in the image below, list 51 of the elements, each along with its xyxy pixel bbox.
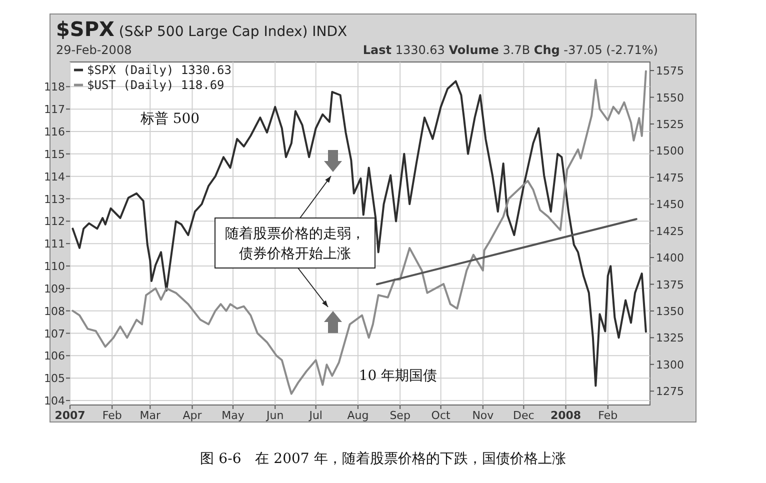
y-tick-label: 112 [44, 215, 65, 228]
x-tick-label: 2007 [54, 409, 86, 422]
y-tick-label: 116 [44, 125, 65, 138]
y-tick-label: 117 [44, 103, 65, 116]
x-tick-label: Nov [472, 409, 494, 422]
x-tick-label: Mar [140, 409, 161, 422]
y2-tick-label: 1575 [656, 64, 684, 78]
y2-tick-label: 1525 [656, 118, 684, 131]
x-tick-label: Apr [182, 409, 202, 422]
x-tick-label: Aug [347, 409, 369, 422]
x-tick-label: Dec [513, 409, 534, 422]
y-tick-label: 115 [44, 148, 65, 161]
y-tick-label: 108 [44, 304, 65, 318]
y-tick-label: 114 [44, 170, 65, 184]
chart-subtitle: 29-Feb-2008 [56, 43, 132, 57]
y-tick-label: 111 [44, 238, 65, 251]
y-tick-label: 104 [44, 394, 65, 408]
y2-tick-label: 1450 [656, 198, 684, 212]
y-tick-label: 113 [44, 192, 65, 206]
chart-title: $SPX (S&P 500 Large Cap Index) INDX [56, 17, 348, 41]
x-tick-label: Feb [598, 409, 618, 422]
y2-tick-label: 1325 [656, 332, 684, 345]
annotation: 随着股票价格的走弱，债券价格开始上涨 [225, 226, 365, 262]
y2-tick-label: 1300 [656, 358, 684, 372]
y2-tick-label: 1375 [656, 278, 684, 292]
y2-tick-label: 1350 [656, 304, 684, 318]
text: Last 1330.63 Volume 3.7B Chg -37.05 (-2.71%) [362, 43, 658, 57]
x-tick-label: Jul [308, 409, 322, 422]
x-tick-label: Feb [102, 409, 122, 422]
annotation: 标普 500 [139, 110, 200, 127]
x-tick-label: Oct [431, 409, 452, 422]
x-tick-label: May [222, 409, 245, 422]
y2-tick-label: 1550 [656, 91, 684, 104]
caption: 图 6-6 在 2007 年，随着股票价格的下跌，国债价格上涨 [200, 451, 566, 467]
y-tick-label: 109 [44, 282, 65, 296]
y2-tick-label: 1275 [656, 385, 684, 398]
annotation: 10 年期国债 [358, 368, 438, 384]
y2-tick-label: 1425 [656, 224, 684, 238]
y2-tick-label: 1500 [656, 144, 684, 158]
legend-label: $UST (Daily) 118.69 [87, 78, 224, 92]
y-tick-label: 118 [44, 80, 65, 94]
y-tick-label: 105 [44, 372, 65, 386]
y-tick-label: 110 [44, 260, 65, 274]
y2-tick-label: 1400 [656, 252, 684, 265]
y-tick-label: 106 [44, 350, 65, 363]
x-tick-label: Jun [266, 409, 284, 422]
y-tick-label: 107 [44, 327, 65, 340]
x-tick-label: Sep [390, 409, 410, 422]
x-tick-label: 2008 [550, 409, 582, 422]
y2-tick-label: 1475 [656, 171, 684, 184]
legend-label: $SPX (Daily) 1330.63 [87, 63, 232, 77]
